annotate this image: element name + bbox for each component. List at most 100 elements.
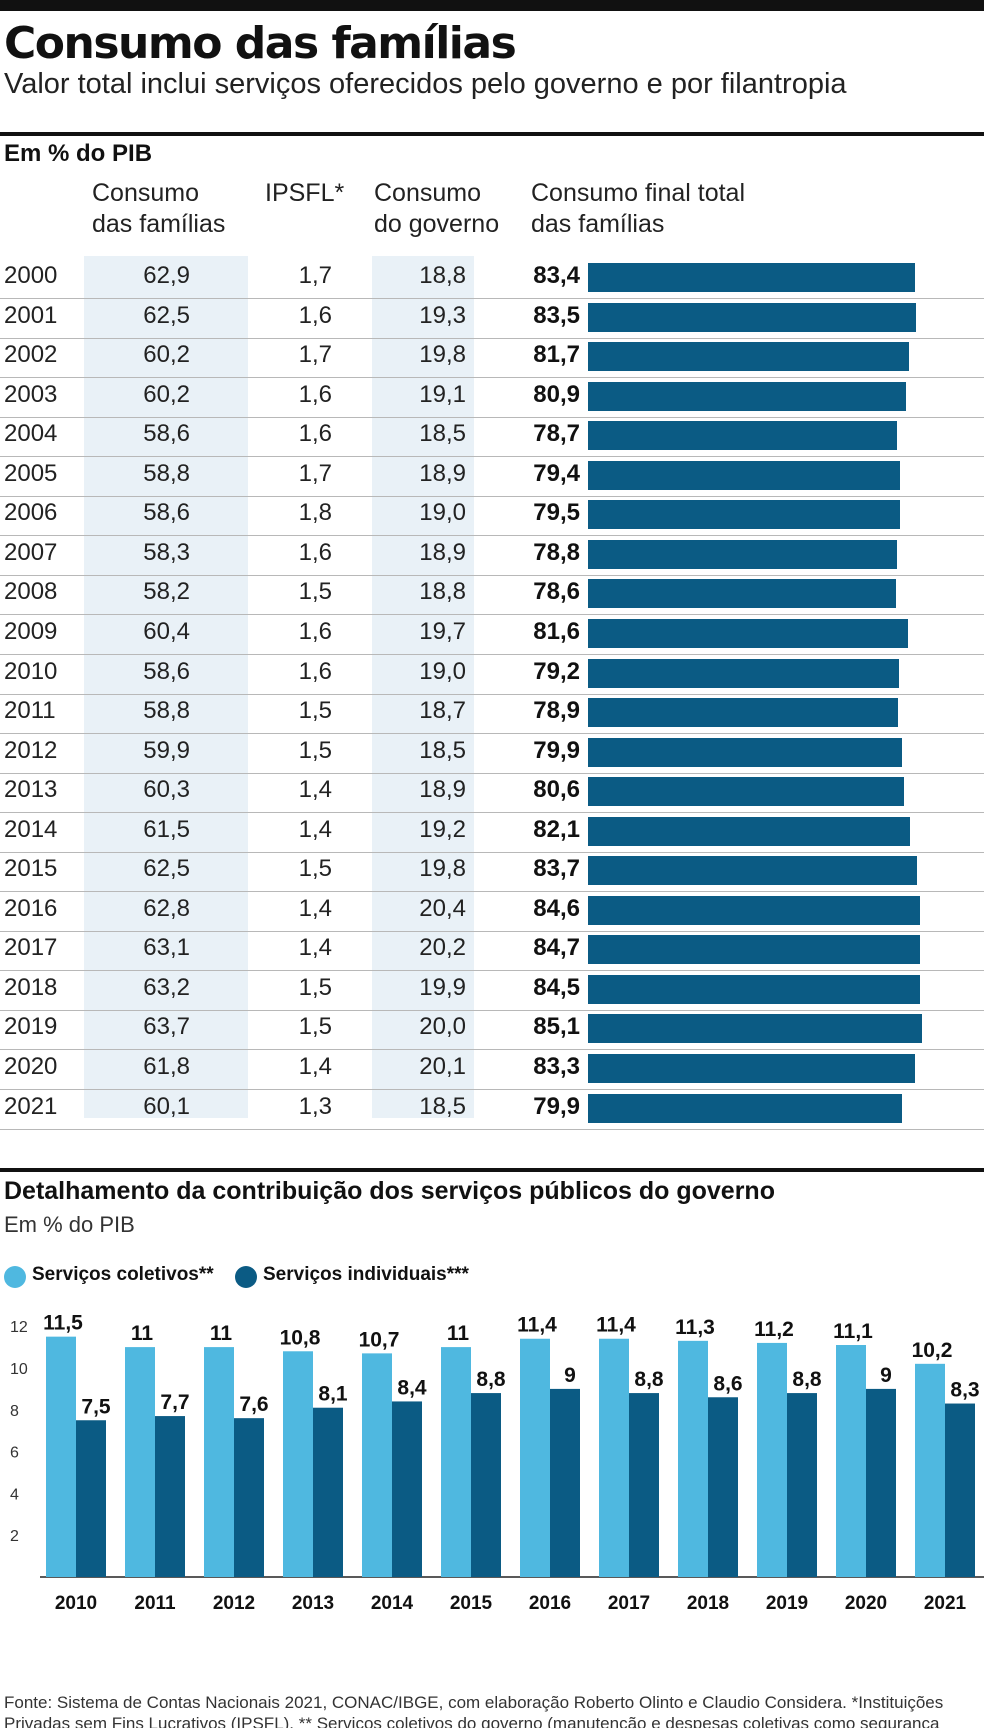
consumo-familias-cell: 62,8 [143, 894, 190, 922]
table-row: 2012 59,9 1,5 18,5 79,9 [0, 733, 984, 774]
shade-col-governo [372, 256, 474, 1118]
ipsfl-cell: 1,5 [298, 973, 332, 1001]
legend-swatch [235, 1266, 257, 1288]
consumo-total-cell: 83,4 [533, 262, 580, 289]
consumo-total-cell: 85,1 [533, 1013, 580, 1041]
bar-coletivos [283, 1351, 313, 1577]
consumo-familias-cell: 58,6 [143, 420, 190, 448]
year-cell: 2006 [4, 499, 58, 527]
consumo-total-cell: 78,9 [533, 697, 580, 725]
ipsfl-cell: 1,8 [298, 499, 332, 527]
year-cell: 2014 [4, 815, 58, 843]
table-row: 2018 63,2 1,5 19,9 84,5 [0, 970, 984, 1011]
ipsfl-cell: 1,5 [298, 697, 332, 725]
consumo-total-cell: 79,9 [533, 736, 580, 764]
table-row: 2002 60,2 1,7 19,8 81,7 [0, 337, 984, 379]
x-tick-label: 2010 [55, 1593, 97, 1614]
section-rule [0, 1168, 984, 1172]
data-label: 11 [447, 1322, 470, 1345]
consumo-governo-cell: 18,7 [419, 697, 466, 725]
footnote: Fonte: Sistema de Contas Nacionais 2021,… [4, 1693, 944, 1728]
year-cell: 2013 [4, 776, 58, 804]
consumo-familias-cell: 63,1 [143, 934, 190, 962]
year-cell: 2011 [4, 697, 56, 725]
x-tick-label: 2018 [687, 1593, 729, 1614]
legend-swatch [4, 1266, 26, 1288]
total-bar [588, 658, 899, 688]
bar-individuais [471, 1393, 501, 1577]
col-header-ipsfl: IPSFL* [265, 179, 345, 207]
bar-coletivos [125, 1347, 155, 1577]
section2-unit-label: Em % do PIB [4, 1212, 135, 1237]
x-tick-label: 2020 [845, 1593, 887, 1614]
total-bar [588, 1054, 915, 1083]
x-tick-label: 2017 [608, 1593, 650, 1614]
consumo-governo-cell: 18,5 [419, 736, 466, 764]
year-cell: 2005 [4, 459, 58, 487]
consumo-governo-cell: 19,7 [419, 617, 466, 645]
consumo-governo-cell: 19,0 [419, 499, 466, 527]
table-row: 2017 63,1 1,4 20,2 84,7 [0, 930, 984, 972]
data-label: 9 [564, 1364, 576, 1387]
year-cell: 2020 [4, 1053, 58, 1080]
year-cell: 2017 [4, 934, 58, 962]
consumo-total-cell: 84,7 [533, 934, 580, 962]
bar-coletivos [362, 1353, 392, 1577]
data-label: 10,2 [912, 1339, 953, 1362]
consumo-familias-cell: 60,2 [143, 380, 190, 408]
bar-individuais [945, 1403, 975, 1577]
col-header-total: Consumo final total das famílias [531, 179, 746, 238]
table-row: 2008 58,2 1,5 18,8 78,6 [0, 574, 984, 616]
consumo-governo-cell: 18,8 [419, 578, 466, 606]
bar-coletivos [441, 1347, 471, 1577]
total-bar [588, 737, 902, 767]
total-bar [588, 698, 898, 728]
data-label: 8,4 [397, 1376, 427, 1399]
total-bar [588, 777, 905, 807]
ipsfl-cell: 1,3 [298, 1092, 332, 1120]
consumo-familias-cell: 58,6 [143, 657, 190, 685]
ipsfl-cell: 1,4 [298, 815, 332, 843]
ipsfl-cell: 1,7 [298, 341, 332, 369]
y-tick-label: 10 [10, 1361, 28, 1378]
bar-individuais [787, 1393, 817, 1577]
data-label: 11,2 [754, 1318, 794, 1341]
total-bar [588, 460, 900, 490]
consumo-familias-cell: 60,2 [143, 341, 190, 369]
y-tick-label: 8 [10, 1403, 19, 1420]
consumo-total-cell: 80,9 [533, 380, 580, 408]
data-label: 7,7 [160, 1391, 189, 1414]
bar-coletivos [204, 1347, 234, 1577]
ipsfl-cell: 1,5 [298, 1013, 332, 1041]
consumo-total-cell: 79,9 [533, 1092, 580, 1120]
shade-col-familias [84, 256, 248, 1118]
consumo-total-cell: 83,5 [533, 301, 580, 329]
year-cell: 2021 [4, 1092, 58, 1120]
table-row: 2021 60,1 1,3 18,5 79,9 [0, 1089, 984, 1130]
table-row: 2006 58,6 1,8 19,0 79,5 [0, 495, 984, 537]
total-bar [588, 579, 897, 609]
data-label: 11,3 [675, 1316, 715, 1339]
data-label: 8,8 [634, 1368, 664, 1391]
consumo-governo-cell: 20,0 [419, 1013, 466, 1041]
consumo-familias-cell: 58,8 [143, 459, 190, 487]
table-row: 2019 63,7 1,5 20,0 85,1 [0, 1009, 984, 1051]
total-bar [588, 1014, 922, 1044]
data-label: 7,6 [239, 1393, 268, 1416]
consumo-total-cell: 79,5 [533, 499, 580, 527]
table-unit-label: Em % do PIB [4, 140, 153, 167]
data-label: 7,5 [81, 1395, 111, 1418]
year-cell: 2016 [4, 894, 58, 922]
total-bar [588, 263, 916, 292]
bar-coletivos [757, 1342, 787, 1577]
data-label: 11,4 [596, 1314, 636, 1337]
bar-individuais [234, 1418, 264, 1577]
bar-coletivos [915, 1363, 945, 1577]
year-cell: 2010 [4, 657, 58, 685]
year-cell: 2002 [4, 341, 58, 369]
year-cell: 2012 [4, 736, 58, 764]
year-cell: 2015 [4, 855, 58, 883]
consumo-familias-cell: 59,9 [143, 736, 190, 764]
consumo-governo-cell: 19,8 [419, 341, 466, 369]
top-rule [0, 0, 984, 11]
